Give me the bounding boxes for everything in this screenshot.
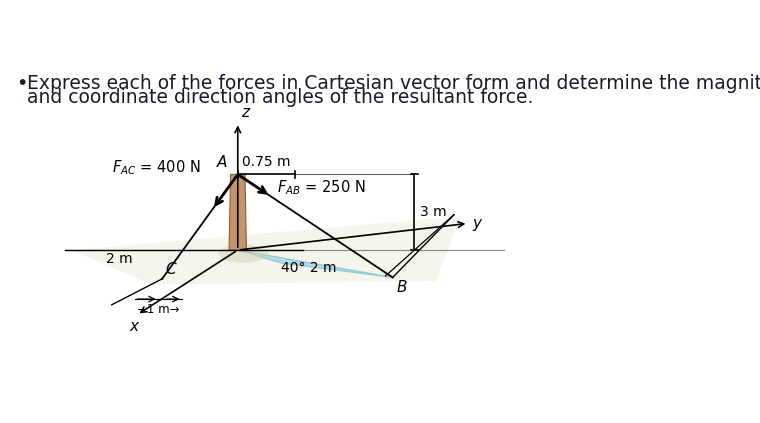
Text: 2 m: 2 m bbox=[106, 252, 132, 266]
Text: −1 m→: −1 m→ bbox=[138, 302, 180, 316]
Text: •: • bbox=[16, 74, 27, 93]
Polygon shape bbox=[238, 250, 393, 277]
Text: A: A bbox=[217, 155, 228, 170]
Text: 40° 2 m: 40° 2 m bbox=[281, 261, 337, 275]
Text: 3 m: 3 m bbox=[420, 205, 447, 219]
Text: 0.75 m: 0.75 m bbox=[242, 155, 291, 169]
Text: x: x bbox=[129, 319, 138, 334]
Ellipse shape bbox=[218, 244, 269, 263]
Text: C: C bbox=[166, 262, 176, 277]
Text: B: B bbox=[397, 280, 407, 295]
Text: z: z bbox=[241, 104, 249, 120]
Text: $F_{AB}$ = 250 N: $F_{AB}$ = 250 N bbox=[277, 178, 366, 197]
Polygon shape bbox=[229, 174, 246, 250]
Text: Express each of the forces in Cartesian vector form and determine the magnitude: Express each of the forces in Cartesian … bbox=[27, 74, 760, 93]
Text: $F_{AC}$ = 400 N: $F_{AC}$ = 400 N bbox=[112, 158, 200, 176]
Polygon shape bbox=[72, 216, 461, 285]
Text: and coordinate direction angles of the resultant force.: and coordinate direction angles of the r… bbox=[27, 88, 534, 107]
Text: y: y bbox=[473, 216, 482, 231]
